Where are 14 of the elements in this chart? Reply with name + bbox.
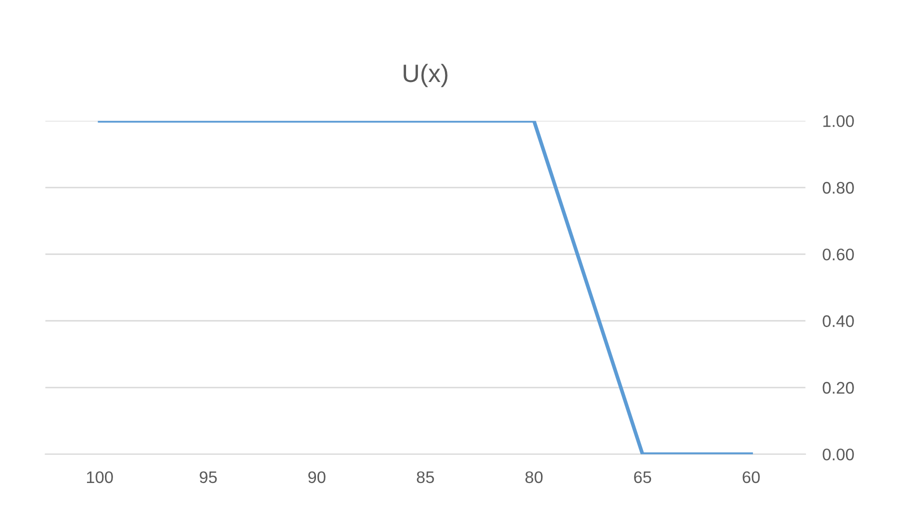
x-tick-label: 65 [634, 471, 652, 484]
x-tick-label: 100 [87, 471, 113, 484]
y-tick-label: 0.20 [822, 382, 854, 394]
x-tick-label: 90 [308, 471, 326, 484]
y-tick-label: 0.80 [822, 182, 854, 194]
x-tick-label: 80 [525, 471, 543, 484]
y-tick-label: 0.00 [822, 448, 854, 460]
y-tick-label: 0.40 [822, 315, 854, 328]
y-tick-label: 0.60 [822, 248, 854, 260]
x-tick-label: 95 [200, 471, 217, 484]
chart-title: U(x) [404, 64, 448, 88]
y-tick-label: 1.00 [823, 115, 854, 128]
x-tick-label: 60 [742, 471, 760, 484]
x-tick-label: 85 [416, 471, 434, 484]
